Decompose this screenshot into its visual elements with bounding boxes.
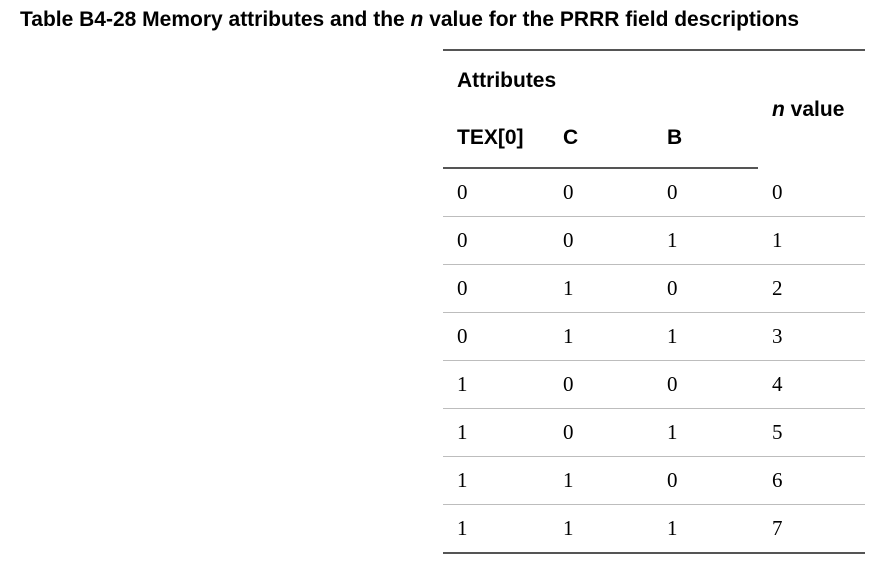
n-value-cell: 1 xyxy=(758,216,866,265)
header-row-group: Attributes n value xyxy=(443,49,866,168)
b-cell: 0 xyxy=(653,264,759,313)
c-cell: 1 xyxy=(549,504,653,554)
caption-suffix: value for the PRRR field descriptions xyxy=(423,8,800,31)
tex0-cell: 0 xyxy=(443,264,549,313)
b-cell: 1 xyxy=(653,504,759,554)
n-value-cell: 6 xyxy=(758,456,866,505)
column-header-tex0: TEX[0] xyxy=(443,109,549,169)
n-value-cell: 3 xyxy=(758,312,866,361)
b-cell: 1 xyxy=(653,216,759,265)
caption-prefix: Table B4-28 Memory attributes and the xyxy=(20,8,411,31)
tex0-cell: 1 xyxy=(443,408,549,457)
tex0-cell: 0 xyxy=(443,168,549,217)
n-value-cell: 7 xyxy=(758,504,866,554)
b-cell: 0 xyxy=(653,456,759,505)
n-value-header-var: n xyxy=(772,97,785,121)
n-value-cell: 0 xyxy=(758,168,866,217)
c-cell: 0 xyxy=(549,360,653,409)
n-value-cell: 5 xyxy=(758,408,866,457)
b-cell: 1 xyxy=(653,408,759,457)
tex0-cell: 0 xyxy=(443,216,549,265)
b-cell: 0 xyxy=(653,360,759,409)
table-header: Attributes n value TEX[0] C B xyxy=(443,49,866,169)
table-caption: Table B4-28 Memory attributes and the n … xyxy=(20,6,799,34)
attributes-group-header: Attributes xyxy=(443,49,759,109)
column-header-c: C xyxy=(549,109,653,169)
tex0-cell: 1 xyxy=(443,504,549,554)
c-cell: 0 xyxy=(549,168,653,217)
c-cell: 1 xyxy=(549,312,653,361)
n-value-cell: 2 xyxy=(758,264,866,313)
c-cell: 0 xyxy=(549,216,653,265)
c-cell: 1 xyxy=(549,264,653,313)
header-row-columns: TEX[0] C B xyxy=(443,109,865,169)
n-value-header: n value xyxy=(758,49,866,168)
c-cell: 1 xyxy=(549,456,653,505)
tex0-cell: 1 xyxy=(443,360,549,409)
tex0-cell: 0 xyxy=(443,312,549,361)
n-value-cell: 4 xyxy=(758,360,866,409)
c-cell: 0 xyxy=(549,408,653,457)
b-cell: 0 xyxy=(653,168,759,217)
column-header-b: B xyxy=(653,109,759,169)
n-value-header-suffix: value xyxy=(784,97,845,121)
b-cell: 1 xyxy=(653,312,759,361)
caption-variable: n xyxy=(410,8,424,31)
tex0-cell: 1 xyxy=(443,456,549,505)
